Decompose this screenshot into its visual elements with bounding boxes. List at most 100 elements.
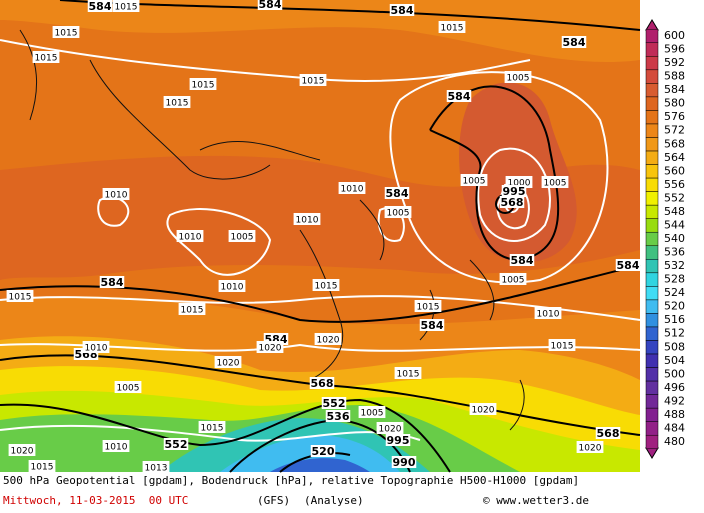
label-box <box>338 182 366 194</box>
label-box <box>6 290 34 302</box>
label-box <box>214 356 242 368</box>
pressure-label: 1015 <box>201 424 224 434</box>
pressure-label: 1013 <box>145 464 168 474</box>
geopotential-label: 568 <box>501 196 524 209</box>
colorbar-label: 560 <box>664 164 685 177</box>
colorbar-swatch <box>645 259 659 274</box>
colorbar-label: 564 <box>664 151 685 164</box>
colorbar-swatch <box>645 137 659 152</box>
pressure-label: 1015 <box>31 463 54 473</box>
pressure-label: 1010 <box>341 185 364 195</box>
geopotential-label: 584 <box>101 276 124 289</box>
label-box <box>501 185 527 197</box>
label-box <box>385 434 411 446</box>
label-box <box>82 341 110 353</box>
colorbar: 6005965925885845805765725685645605565525… <box>645 19 685 459</box>
pressure-label: 1015 <box>166 99 189 109</box>
pressure-label: 1020 <box>317 336 340 346</box>
colorbar-swatch <box>645 407 659 422</box>
colorbar-swatch <box>645 286 659 301</box>
label-box <box>189 78 217 90</box>
pressure-label: 1010 <box>296 216 319 226</box>
label-box <box>256 341 284 353</box>
geopotential-label: 568 <box>597 427 620 440</box>
colorbar-swatch <box>645 177 659 192</box>
pressure-label: 1015 <box>9 293 32 303</box>
colorbar-swatch <box>645 340 659 355</box>
pressure-label: 1005 <box>507 74 530 84</box>
label-box <box>163 96 191 108</box>
label-box <box>321 397 347 409</box>
colorbar-swatch <box>645 28 659 44</box>
colorbar-swatch <box>645 83 659 98</box>
colorbar-label: 572 <box>664 124 685 137</box>
colorbar-swatch <box>645 272 659 287</box>
pressure-label: 1005 <box>117 384 140 394</box>
colorbar-swatch <box>645 367 659 382</box>
colorbar-label: 552 <box>664 191 685 204</box>
colorbar-label: 536 <box>664 246 685 259</box>
geopotential-label: 584 <box>421 319 444 332</box>
colorbar-swatch <box>645 56 659 71</box>
colorbar-swatch <box>645 110 659 125</box>
colorbar-label: 576 <box>664 110 685 123</box>
label-box <box>499 196 525 208</box>
geopotential-label: 536 <box>327 410 350 423</box>
geopotential-label: 584 <box>386 187 409 200</box>
pressure-label: 1005 <box>231 233 254 243</box>
label-box <box>52 26 80 38</box>
label-box <box>99 276 125 288</box>
colorbar-swatch <box>645 164 659 179</box>
colorbar-swatch <box>645 204 659 219</box>
label-box <box>376 422 404 434</box>
pressure-label: 1010 <box>85 344 108 354</box>
colorbar-swatch <box>645 42 659 57</box>
label-box <box>314 333 342 345</box>
pressure-label: 1020 <box>259 344 282 354</box>
label-box <box>446 90 472 102</box>
footer-run: (Analyse) <box>304 494 364 507</box>
field-band <box>270 458 370 472</box>
label-box <box>384 187 410 199</box>
geopotential-label: 568 <box>311 377 334 390</box>
label-box <box>576 441 604 453</box>
label-box <box>325 410 351 422</box>
geopotential-label: 584 <box>259 0 282 11</box>
pressure-label: 1020 <box>579 444 602 454</box>
label-box <box>102 440 130 452</box>
pressure-label: 1000 <box>508 179 531 189</box>
label-box <box>504 71 532 83</box>
label-box <box>163 438 189 450</box>
geopotential-label: 584 <box>511 254 534 267</box>
pressure-label: 1005 <box>502 276 525 286</box>
pressure-label: 1015 <box>551 342 574 352</box>
geopotential-label: 584 <box>448 90 471 103</box>
colorbar-cap <box>645 19 659 31</box>
pressure-label: 1015 <box>35 54 58 64</box>
pressure-label: 1005 <box>463 177 486 187</box>
label-box <box>499 273 527 285</box>
colorbar-swatch <box>645 326 659 341</box>
label-box <box>257 0 283 10</box>
footer-model: (GFS) <box>257 494 291 507</box>
coastlines <box>19 29 525 431</box>
pressure-label: 1010 <box>105 191 128 201</box>
colorbar-label: 480 <box>664 435 685 448</box>
pressure-label: 1015 <box>115 3 138 13</box>
colorbar-swatch <box>645 421 659 436</box>
colorbar-label: 592 <box>664 56 685 69</box>
colorbar-label: 520 <box>664 300 685 313</box>
label-box <box>114 381 142 393</box>
pressure-label: 1015 <box>397 370 420 380</box>
colorbar-label: 492 <box>664 394 685 407</box>
colorbar-label: 508 <box>664 340 685 353</box>
pressure-label: 1015 <box>302 77 325 87</box>
colorbar-label: 512 <box>664 327 685 340</box>
colorbar-swatch <box>645 353 659 368</box>
label-box <box>469 403 497 415</box>
pressure-label: 1015 <box>55 29 78 39</box>
pressure-label: 1015 <box>181 306 204 316</box>
label-box <box>112 0 140 12</box>
colorbar-label: 532 <box>664 259 685 272</box>
colorbar-label: 484 <box>664 421 685 434</box>
